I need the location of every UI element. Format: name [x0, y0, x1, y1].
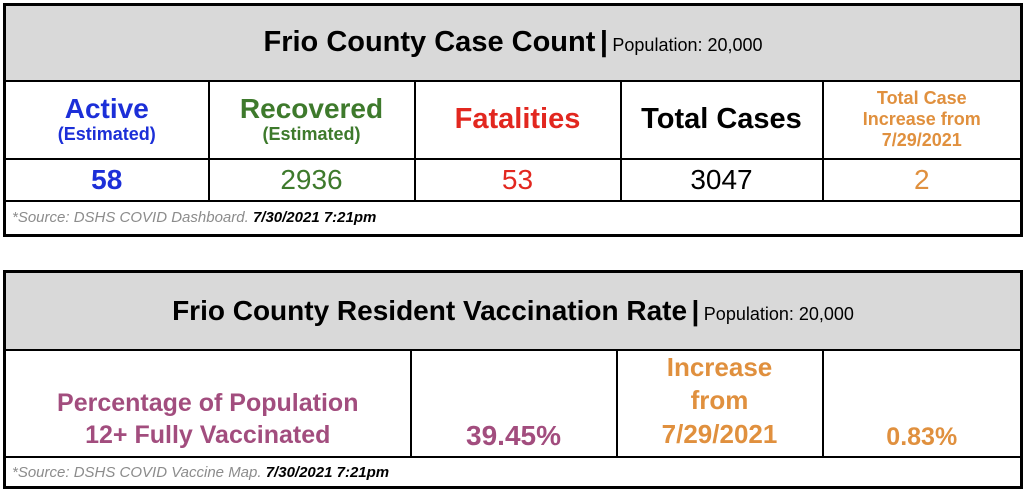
header-total-cases-label: Total Cases [641, 103, 802, 136]
vaccination-rate-cell: 39.45% [409, 348, 618, 458]
vaccination-title-cell: Frio County Resident Vaccination Rate | … [3, 270, 1023, 351]
vaccination-increase-value-cell: 0.83% [821, 348, 1023, 458]
case-count-population: Population: 20,000 [612, 35, 763, 56]
header-fatalities: Fatalities [413, 79, 622, 160]
case-count-source-date: 7/30/2021 7:21pm [252, 209, 377, 227]
case-count-source-cell: *Source: DSHS COVID Dashboard. 7/30/2021… [3, 199, 1023, 237]
vaccination-population: Population: 20,000 [703, 303, 854, 324]
vaccination-source-date: 7/30/2021 7:21pm [265, 463, 390, 481]
case-count-table: Frio County Case Count | Population: 20,… [3, 3, 1024, 237]
vaccination-increase-line3: 7/29/2021 [661, 419, 778, 450]
vaccination-increase-label-cell: Increase from 7/29/2021 [615, 348, 824, 458]
value-active: 58 [91, 163, 123, 195]
value-total-cases: 3047 [690, 163, 753, 195]
value-fatalities-cell: 53 [413, 157, 622, 202]
vaccination-source-cell: *Source: DSHS COVID Vaccine Map. 7/30/20… [3, 455, 1023, 489]
header-total-increase: Total Case Increase from 7/29/2021 [821, 79, 1023, 160]
vaccination-increase-line1: Increase [666, 351, 773, 382]
case-count-source-text: *Source: DSHS COVID Dashboard. [12, 209, 249, 227]
vaccination-label-line1: Percentage of Population [57, 388, 359, 417]
value-recovered-cell: 2936 [207, 157, 416, 202]
header-active: Active (Estimated) [3, 79, 210, 160]
vaccination-increase-line2: from [690, 385, 749, 416]
case-count-title-separator: | [599, 26, 608, 59]
vaccination-label-line2: 12+ Fully Vaccinated [85, 421, 331, 450]
header-active-sublabel: (Estimated) [57, 123, 156, 144]
header-total-cases: Total Cases [619, 79, 824, 160]
vaccination-source-text: *Source: DSHS COVID Vaccine Map. [12, 463, 262, 481]
value-fatalities: 53 [501, 163, 534, 195]
header-recovered-sublabel: (Estimated) [262, 123, 361, 144]
header-active-label: Active [64, 93, 149, 125]
case-count-title: Frio County Case Count [263, 26, 596, 59]
value-total-cell: 3047 [619, 157, 824, 202]
value-recovered: 2936 [280, 163, 343, 195]
header-recovered: Recovered (Estimated) [207, 79, 416, 160]
header-increase-line3: 7/29/2021 [881, 130, 962, 150]
value-total-increase: 2 [913, 163, 930, 195]
header-recovered-label: Recovered [239, 93, 384, 125]
value-increase-cell: 2 [821, 157, 1023, 202]
header-fatalities-label: Fatalities [454, 103, 581, 136]
vaccination-title: Frio County Resident Vaccination Rate [172, 294, 688, 326]
case-count-title-cell: Frio County Case Count | Population: 20,… [3, 3, 1023, 82]
header-increase-line2: Increase from [862, 109, 981, 129]
vaccination-rate: 39.45% [466, 419, 561, 451]
header-increase-line1: Total Case [876, 88, 967, 108]
vaccination-title-separator: | [691, 294, 700, 326]
vaccination-label-cell: Percentage of Population 12+ Fully Vacci… [3, 348, 412, 458]
vaccination-table: Frio County Resident Vaccination Rate | … [3, 270, 1023, 490]
vaccination-increase-value: 0.83% [886, 422, 958, 451]
value-active-cell: 58 [3, 157, 210, 202]
